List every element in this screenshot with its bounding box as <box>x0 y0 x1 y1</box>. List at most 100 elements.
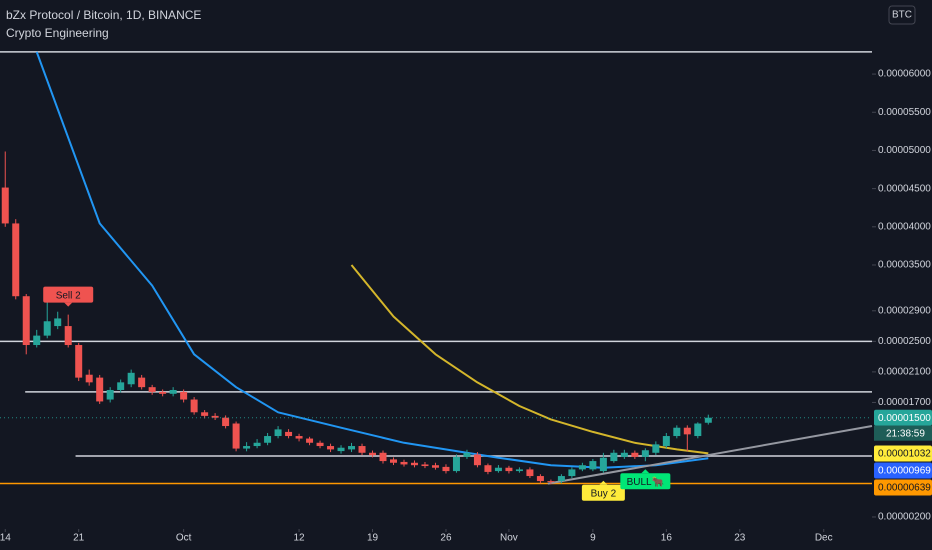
candle-body <box>358 446 366 453</box>
y-tick-label: 0.00002100 <box>878 367 931 378</box>
candle-body <box>337 447 345 452</box>
candle-body <box>442 466 450 472</box>
candle-body <box>589 461 597 470</box>
candle-body <box>568 469 576 477</box>
candle-body <box>473 454 481 466</box>
x-tick-label: 14 <box>0 533 11 544</box>
candle-body <box>505 467 513 472</box>
candle-body <box>243 446 251 449</box>
candle-body <box>169 389 177 394</box>
price-label-box <box>874 445 932 462</box>
candle-body <box>578 465 586 470</box>
signal-pointer <box>64 302 73 307</box>
candle-body <box>390 459 398 463</box>
price-label: 0.00000969 <box>878 466 931 477</box>
x-tick-label: 19 <box>367 533 379 544</box>
candle-body <box>410 462 418 466</box>
candle-body <box>421 464 429 467</box>
countdown: 21:38:59 <box>886 428 925 439</box>
y-tick-label: 0.00002500 <box>878 336 931 347</box>
price-label-box <box>874 479 932 496</box>
candle-body <box>400 461 408 465</box>
price-label: 0.00000639 <box>878 483 931 494</box>
candle-body <box>117 382 125 390</box>
candle-body <box>1 187 9 224</box>
candle-body <box>180 391 188 400</box>
candle-body <box>222 417 230 427</box>
candle-body <box>557 476 565 482</box>
candle-body <box>348 446 356 450</box>
price-label-box <box>874 409 932 426</box>
y-tick-label: 0.00000200 <box>878 512 931 523</box>
price-label: 0.00001032 <box>878 449 931 460</box>
x-tick-label: 26 <box>440 533 452 544</box>
candle-body <box>85 374 93 383</box>
chart-subtitle: Crypto Engineering <box>6 26 109 40</box>
candle-body <box>211 415 219 418</box>
candle-body <box>631 452 639 457</box>
candle-body <box>285 431 293 437</box>
candle-body <box>75 345 83 378</box>
candle-body <box>316 442 324 447</box>
candle-body <box>22 296 30 346</box>
y-tick-label: 0.00005000 <box>878 145 931 156</box>
candle-body <box>64 326 72 346</box>
candle-body <box>295 436 303 439</box>
candle-body <box>264 436 272 443</box>
candle-body <box>369 452 377 456</box>
candle-body <box>12 223 20 297</box>
candle-body <box>526 469 534 477</box>
candle-body <box>652 444 660 453</box>
candle-body <box>662 436 670 447</box>
y-tick-label: 0.00001700 <box>878 397 931 408</box>
x-tick-label: 16 <box>661 533 673 544</box>
candle-body <box>106 389 114 400</box>
currency-badge-text[interactable]: BTC <box>892 10 912 21</box>
signal-pointer <box>599 480 608 485</box>
y-tick-label: 0.00005500 <box>878 107 931 118</box>
price-label: 0.00001500 <box>878 413 931 424</box>
candle-body <box>610 452 618 462</box>
countdown-box <box>874 425 932 441</box>
signal-pointer <box>641 469 650 474</box>
y-tick-label: 0.00006000 <box>878 69 931 80</box>
x-tick-label: Dec <box>815 533 833 544</box>
x-tick-label: 21 <box>73 533 85 544</box>
y-tick-label: 0.00002900 <box>878 305 931 316</box>
candle-body <box>704 417 712 423</box>
candle-body <box>96 377 104 402</box>
candle-body <box>431 465 439 468</box>
candle-body <box>127 372 135 385</box>
candle-body <box>683 427 691 435</box>
candle-body <box>306 438 314 443</box>
y-tick-label: 0.00004000 <box>878 221 931 232</box>
candle-body <box>641 450 649 457</box>
candle-body <box>327 446 335 450</box>
signal-label: BULL🐂 <box>627 476 664 488</box>
currency-badge[interactable] <box>888 5 916 25</box>
x-tick-label: 9 <box>590 533 596 544</box>
indicator-line <box>547 425 873 485</box>
candle-body <box>190 399 198 413</box>
candle-body <box>694 423 702 437</box>
x-tick-label: 23 <box>734 533 746 544</box>
candle-body <box>159 391 167 394</box>
candle-body <box>379 452 387 462</box>
signal-label-box <box>43 286 94 303</box>
chart-title: bZx Protocol / Bitcoin, 1D, BINANCE <box>6 8 201 22</box>
plot-area: Sell 2 Buy 2 BULL🐂 <box>0 51 873 501</box>
signal-label-box <box>620 473 671 490</box>
candle-body <box>43 321 51 336</box>
price-label-box <box>874 462 932 479</box>
candle-body <box>54 318 62 327</box>
candle-body <box>515 469 523 472</box>
candle-body <box>274 429 282 437</box>
candle-body <box>599 457 607 472</box>
candle-body <box>547 481 555 483</box>
candle-body <box>33 335 41 346</box>
signal-label-box <box>581 484 625 501</box>
candle-body <box>494 467 502 472</box>
